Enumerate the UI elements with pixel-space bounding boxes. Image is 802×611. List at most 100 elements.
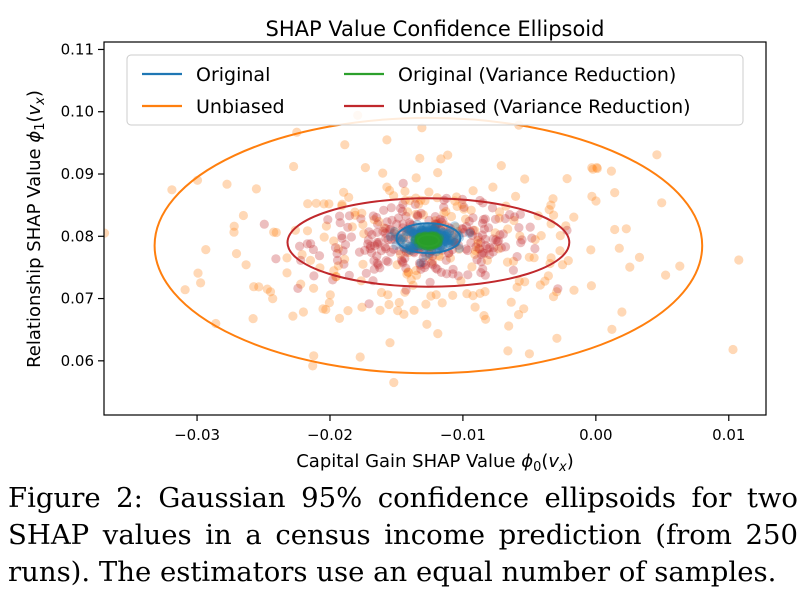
scatter-point [427, 223, 437, 233]
scatter-point [343, 222, 353, 232]
scatter-point [308, 361, 318, 371]
scatter-point [421, 236, 431, 246]
scatter-point [402, 269, 412, 279]
scatter-point [424, 236, 435, 246]
scatter-point [321, 221, 331, 231]
scatter-point [520, 174, 530, 184]
scatter-point [503, 224, 513, 234]
scatter-point [104, 228, 110, 238]
scatter-point [424, 237, 434, 247]
scatter-point [332, 248, 342, 259]
scatter-point [398, 199, 408, 209]
scatter-point [422, 236, 432, 246]
scatter-point [480, 214, 490, 224]
scatter-point [268, 294, 278, 304]
scatter-point [427, 236, 437, 246]
scatter-point [409, 228, 419, 238]
scatter-point [470, 225, 480, 235]
scatter-point [425, 235, 435, 245]
x-tick-label: −0.03 [174, 426, 220, 444]
scatter-point [410, 227, 421, 237]
scatter-point [368, 211, 378, 221]
scatter-point [424, 235, 434, 245]
scatter-point [282, 268, 292, 278]
confidence-ellipse-2 [416, 234, 440, 248]
scatter-point [357, 208, 367, 218]
y-axis: 0.06 0.07 0.08 0.09 0.10 0.11 [61, 40, 104, 370]
scatter-point [482, 244, 492, 254]
scatter-point [430, 220, 440, 230]
scatter-point [444, 227, 454, 237]
y-axis-label: Relationship SHAP Value ϕ1(vx) [24, 90, 48, 368]
scatter-point [420, 234, 430, 245]
scatter-point [324, 199, 334, 209]
scatter-point [241, 260, 251, 270]
scatter-point [431, 290, 441, 300]
y-tick-label: 0.08 [61, 227, 94, 245]
scatter-point [509, 215, 519, 226]
scatter-point [356, 214, 366, 224]
scatter-point [428, 236, 438, 246]
scatter-point [339, 259, 349, 269]
scatter-point [440, 234, 450, 245]
scatter-point [332, 255, 343, 265]
scatter-point [295, 241, 305, 251]
scatter-point [372, 251, 382, 261]
scatter-point [289, 161, 299, 172]
scatter-point [473, 232, 483, 242]
scatter-point [466, 205, 476, 215]
scatter-point [398, 258, 408, 268]
scatter-point [524, 252, 534, 262]
scatter-point [375, 263, 385, 273]
scatter-point [441, 232, 451, 242]
scatter-point [468, 213, 478, 223]
scatter-point [479, 311, 489, 321]
scatter-point [386, 203, 396, 213]
scatter-point [476, 238, 486, 248]
scatter-point [548, 292, 559, 302]
scatter-point [480, 234, 490, 244]
scatter-point [415, 260, 425, 270]
scatter-point [446, 230, 456, 240]
scatter-point [514, 310, 524, 320]
scatter-point [464, 216, 474, 226]
scatter-point [346, 232, 356, 242]
scatter-point [418, 236, 428, 246]
scatter-point [405, 227, 415, 237]
scatter-point [592, 163, 602, 174]
scatter-point [424, 236, 434, 246]
scatter-point [254, 282, 264, 292]
scatter-point [413, 210, 423, 220]
scatter-point [439, 202, 449, 212]
scatter-point [476, 257, 486, 267]
scatter-point [421, 236, 432, 246]
scatter-point [427, 235, 437, 245]
scatter-point [427, 236, 437, 246]
scatter-point [515, 231, 525, 241]
scatter-point [661, 270, 671, 280]
scatter-point [422, 222, 432, 232]
scatter-point [435, 251, 445, 262]
scatter-point [411, 229, 421, 239]
scatter-point [424, 236, 434, 246]
scatter-point [418, 258, 429, 268]
scatter-point [423, 234, 433, 244]
scatter-point [374, 217, 384, 227]
scatter-point [420, 235, 430, 245]
scatter-point [458, 224, 468, 234]
y-tick-label: 0.09 [61, 165, 94, 183]
scatter-point [427, 258, 437, 268]
scatter-point [562, 174, 572, 184]
scatter-point [591, 196, 601, 206]
scatter-point [517, 235, 527, 245]
scatter-point [379, 223, 389, 233]
scatter-point [222, 179, 232, 189]
scatter-point [393, 213, 404, 223]
scatter-point [398, 219, 408, 229]
scatter-point [508, 265, 518, 275]
scatter-point [432, 264, 442, 274]
scatter-point [290, 225, 300, 235]
scatter-point [422, 236, 432, 246]
scatter-point [430, 227, 440, 237]
scatter-point [381, 244, 391, 254]
